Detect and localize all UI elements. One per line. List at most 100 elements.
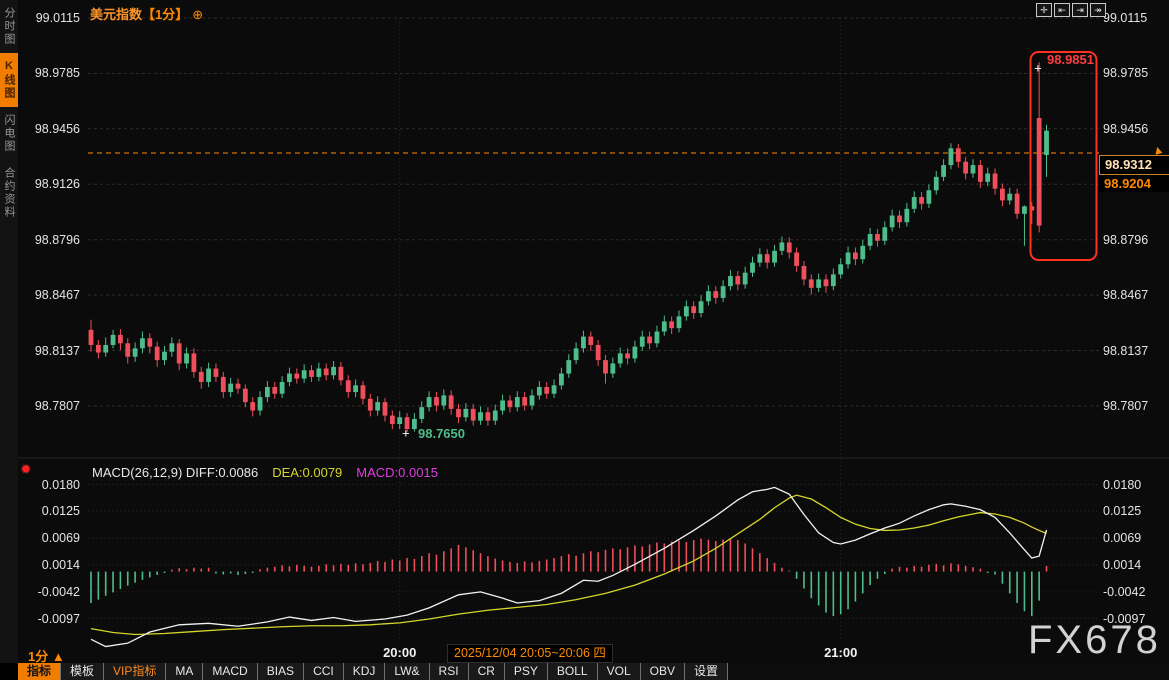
candlestick-chart-canvas[interactable]: ++	[0, 0, 1169, 662]
candle-body	[257, 397, 263, 411]
candle-body	[713, 291, 719, 298]
toolbar-item-BIAS[interactable]: BIAS	[257, 663, 305, 680]
macd-dea-value: DEA:0.0079	[272, 465, 343, 480]
toolbar-item-VIP指标[interactable]: VIP指标	[104, 663, 167, 680]
candle-body	[728, 276, 733, 287]
macd-axis-label-right: 0.0069	[1103, 531, 1142, 546]
candle-body	[478, 412, 483, 421]
candle-body	[147, 338, 153, 347]
toolbar-item-KDJ[interactable]: KDJ	[343, 663, 386, 680]
sidebar-tab-合约资料[interactable]: 合约资料	[3, 167, 15, 219]
candle-body	[125, 343, 131, 357]
candle-datetime-box: 2025/12/04 20:05~20:06 四	[447, 644, 613, 663]
candle-body	[536, 387, 542, 396]
toolbar-item-模板[interactable]: 模板	[61, 663, 105, 680]
price-axis-label-right: 98.9785	[1103, 66, 1149, 81]
candle-body	[639, 336, 645, 347]
price-axis-label-left: 98.8137	[34, 343, 80, 358]
price-axis-label-left: 98.9785	[34, 66, 80, 81]
candle-body	[309, 370, 314, 377]
candle-body	[169, 343, 175, 352]
candle-body	[919, 197, 924, 204]
crosshair-icon[interactable]: ✛	[1036, 3, 1052, 17]
jump-end-icon[interactable]: ⇥	[1072, 3, 1088, 17]
macd-axis-label-left: 0.0125	[41, 504, 80, 519]
macd-params-diff: MACD(26,12,9) DIFF:0.0086	[92, 465, 259, 480]
macd-axis-label-right: 0.0125	[1103, 504, 1142, 519]
candle-body	[110, 334, 116, 345]
candle-body	[140, 338, 145, 349]
secondary-price-box: 98.9204	[1099, 175, 1169, 192]
sidebar-tab-分时图[interactable]: 分时图	[3, 7, 15, 46]
candle-body	[970, 165, 976, 174]
add-overlay-icon[interactable]: ⊕	[192, 7, 204, 22]
toolbar-item-MACD[interactable]: MACD	[203, 663, 258, 680]
candle-body	[294, 373, 300, 379]
toolbar-item-CR[interactable]: CR	[468, 663, 505, 680]
candle-body	[235, 383, 241, 389]
macd-axis-label-left: 0.0014	[41, 557, 80, 572]
toolbar-item-CCI[interactable]: CCI	[304, 663, 344, 680]
candle-body	[456, 408, 461, 418]
candle-body	[875, 234, 880, 241]
toolbar-item-指标[interactable]: 指标	[18, 663, 62, 680]
candle-body	[500, 400, 505, 411]
candle-body	[764, 254, 770, 263]
toolbar-item-RSI[interactable]: RSI	[429, 663, 469, 680]
candle-body	[779, 242, 785, 251]
candle-body	[463, 408, 469, 418]
candle-body	[198, 371, 204, 382]
candle-body	[830, 274, 836, 287]
candle-body	[1029, 206, 1035, 211]
candle-body	[191, 353, 197, 372]
candle-body	[353, 385, 358, 393]
candle-body	[735, 276, 741, 285]
candle-body	[860, 245, 866, 260]
price-axis-label-left: 98.9456	[34, 121, 80, 136]
toolbar-item-设置[interactable]: 设置	[684, 663, 728, 680]
time-axis-label: 21:00	[824, 645, 858, 660]
candle-body	[742, 272, 748, 285]
candle-body	[603, 360, 608, 374]
period-selector[interactable]: 1分 ▲	[28, 649, 65, 664]
toolbar-item-MA[interactable]: MA	[166, 663, 204, 680]
candle-body	[522, 397, 528, 406]
pan-right-icon[interactable]: ↠	[1090, 3, 1106, 17]
price-axis-label-right: 98.9456	[1103, 121, 1149, 136]
low-crosshair-marker: +	[402, 425, 410, 440]
toolbar-item-LW&[interactable]: LW&	[385, 663, 430, 680]
candle-body	[132, 348, 138, 357]
sidebar-tab-闪电图[interactable]: 闪电图	[3, 114, 15, 153]
candle-body	[360, 385, 366, 399]
toolbar-item-VOL[interactable]: VOL	[597, 663, 641, 680]
candle-body	[566, 360, 572, 374]
candle-body	[301, 370, 307, 379]
candle-body	[647, 336, 652, 344]
dea-line	[90, 494, 1047, 636]
candle-body	[595, 344, 601, 361]
toolbar-item-OBV[interactable]: OBV	[640, 663, 685, 680]
candle-body	[845, 252, 851, 265]
candle-body	[904, 208, 910, 223]
selection-box[interactable]	[1029, 51, 1098, 261]
price-axis-label-left: 99.0115	[35, 11, 80, 25]
candle-body	[485, 412, 491, 421]
candle-body	[750, 262, 755, 273]
candle-body	[279, 381, 285, 394]
toolbar-item-BOLL[interactable]: BOLL	[547, 663, 598, 680]
price-axis-label-left: 98.8796	[34, 232, 80, 247]
candle-body	[816, 279, 822, 288]
toolbar-item-PSY[interactable]: PSY	[504, 663, 548, 680]
low-price-label: 98.7650	[418, 426, 465, 441]
price-axis-label-right: 98.8137	[1103, 343, 1149, 358]
jump-start-icon[interactable]: ⇤	[1054, 3, 1070, 17]
candle-body	[265, 387, 270, 398]
candle-body	[220, 376, 226, 393]
candle-body	[610, 363, 616, 374]
candle-body	[514, 397, 520, 408]
candle-body	[654, 331, 660, 344]
candle-body	[867, 234, 873, 246]
candle-body	[544, 387, 550, 394]
sidebar-tab-K线图[interactable]: K线图	[0, 53, 18, 107]
macd-axis-label-left: -0.0042	[37, 584, 80, 599]
